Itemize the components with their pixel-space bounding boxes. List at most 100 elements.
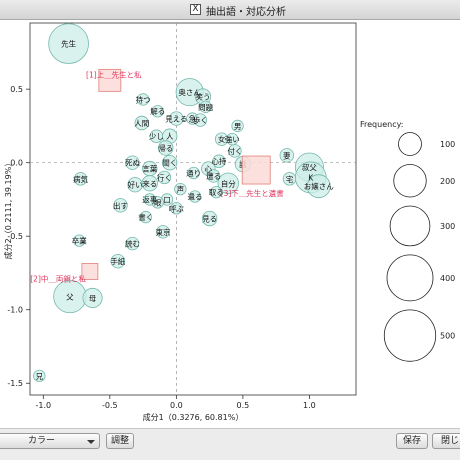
legend-circle bbox=[386, 254, 434, 302]
word-label: 行く bbox=[157, 172, 172, 182]
word-bubble bbox=[125, 236, 140, 251]
word-bubble bbox=[136, 93, 150, 106]
variable-label: [3]下＿先生と遺書 bbox=[221, 188, 285, 198]
legend-label: 200 bbox=[440, 177, 455, 186]
title-bar: X 抽出語・対応分析 bbox=[0, 0, 460, 20]
word-label: 死ぬ bbox=[125, 159, 140, 168]
word-label: 笑う bbox=[195, 92, 210, 102]
adjust-button[interactable]: 調整 bbox=[106, 433, 134, 449]
variable-label: [2]中＿両親と私 bbox=[30, 273, 86, 283]
plot-frame bbox=[29, 22, 357, 396]
y-tick-label: -1.0 bbox=[7, 306, 23, 315]
word-bubble bbox=[151, 105, 164, 118]
x-tick-label: -0.5 bbox=[102, 401, 118, 410]
word-bubble bbox=[73, 234, 86, 247]
word-bubble bbox=[279, 148, 295, 163]
word-label: 東京 bbox=[156, 227, 171, 237]
word-label: 宅 bbox=[286, 174, 294, 184]
word-bubble bbox=[228, 144, 242, 158]
word-label: 母 bbox=[89, 294, 97, 303]
word-label: 呼ぶ bbox=[169, 203, 184, 213]
word-label: 少し bbox=[149, 132, 164, 141]
word-label: 卒業 bbox=[72, 236, 87, 246]
word-label: 付く bbox=[227, 146, 242, 156]
variable-marker bbox=[81, 263, 99, 280]
word-bubble bbox=[188, 190, 202, 203]
word-label: 見る bbox=[202, 215, 217, 224]
close-button[interactable]: 閉じ bbox=[432, 433, 460, 449]
word-bubble bbox=[231, 119, 244, 133]
x-tick-label: 1.0 bbox=[303, 401, 316, 410]
word-label: 妻 bbox=[283, 150, 291, 160]
word-label: 叔父 bbox=[302, 162, 317, 172]
word-label: 帰る bbox=[158, 143, 173, 153]
word-bubble bbox=[210, 185, 223, 199]
x-tick-label: 0.0 bbox=[170, 401, 183, 410]
word-bubble bbox=[82, 287, 103, 308]
word-bubble bbox=[139, 210, 152, 224]
word-bubble bbox=[156, 225, 170, 239]
word-label: 病気 bbox=[73, 174, 88, 184]
word-bubble bbox=[212, 154, 226, 168]
word-bubble bbox=[217, 172, 239, 194]
word-label: 人 bbox=[166, 132, 174, 141]
word-bubble bbox=[199, 100, 212, 113]
window-title: 抽出語・対応分析 bbox=[206, 7, 286, 18]
legend-label: 300 bbox=[440, 222, 455, 231]
word-bubble bbox=[169, 111, 184, 126]
word-label: 聞く bbox=[162, 159, 177, 168]
word-label: 好い bbox=[128, 180, 143, 190]
word-label: 父 bbox=[66, 292, 74, 301]
word-label: 急 bbox=[189, 114, 197, 124]
word-label: 心 bbox=[205, 165, 213, 174]
word-bubble bbox=[157, 170, 172, 185]
word-label: 通り bbox=[186, 168, 201, 178]
variable-marker bbox=[98, 68, 122, 92]
word-label: 先生 bbox=[61, 39, 76, 49]
word-label: お嬢さん bbox=[304, 181, 334, 191]
word-bubble bbox=[158, 140, 174, 156]
word-label: 出す bbox=[113, 200, 128, 210]
save-button[interactable]: 保存 bbox=[396, 433, 428, 449]
word-label: K bbox=[308, 173, 314, 182]
word-label: 遭る bbox=[206, 171, 221, 181]
word-label: 眼 bbox=[154, 198, 162, 207]
legend-circle bbox=[398, 132, 422, 156]
legend-label: 500 bbox=[440, 332, 455, 341]
word-bubble bbox=[162, 155, 178, 171]
word-label: 口 bbox=[163, 195, 171, 204]
word-label: 遣る bbox=[187, 192, 202, 202]
legend-title: Frequency: bbox=[360, 120, 403, 129]
x-axis-label: 成分1（0.3276, 60.81%） bbox=[143, 412, 244, 422]
word-label: 声 bbox=[177, 184, 185, 194]
word-label: 自分 bbox=[221, 178, 236, 188]
word-bubble bbox=[193, 113, 208, 127]
legend-label: 100 bbox=[440, 140, 455, 149]
word-label: 心持 bbox=[211, 156, 226, 166]
color-select[interactable]: カラー bbox=[0, 433, 100, 449]
variable-label: [1]上＿先生と私 bbox=[86, 69, 142, 79]
word-bubble bbox=[113, 198, 128, 213]
x-tick-label: -1.0 bbox=[36, 401, 52, 410]
color-select-label: カラー bbox=[28, 436, 56, 446]
word-bubble bbox=[48, 23, 89, 64]
legend-circle bbox=[383, 309, 437, 362]
word-label: 奥さん bbox=[178, 87, 201, 97]
word-bubble bbox=[134, 115, 149, 131]
y-tick-label: -1.5 bbox=[7, 379, 23, 388]
word-bubble bbox=[125, 155, 140, 170]
word-bubble bbox=[306, 174, 331, 199]
word-label: 歩く bbox=[193, 115, 208, 125]
word-bubble bbox=[33, 369, 46, 383]
word-label: 人間 bbox=[134, 119, 149, 128]
chevron-down-icon bbox=[87, 440, 95, 444]
word-bubble bbox=[141, 175, 158, 192]
word-label: 持つ bbox=[136, 94, 151, 104]
word-bubble bbox=[282, 172, 297, 186]
word-label: 解る bbox=[150, 106, 165, 116]
legend-label: 400 bbox=[440, 274, 455, 283]
x-tick-label: 0.5 bbox=[237, 401, 250, 410]
y-tick-label: -0.5 bbox=[7, 232, 23, 241]
correspondence-plot: -1.0 -0.5 0.0 0.5 1.0 -1.5 -1.0 -0.5 0.0 0.5 成分1（0… bbox=[3, 22, 455, 422]
legend-circle bbox=[393, 164, 427, 198]
